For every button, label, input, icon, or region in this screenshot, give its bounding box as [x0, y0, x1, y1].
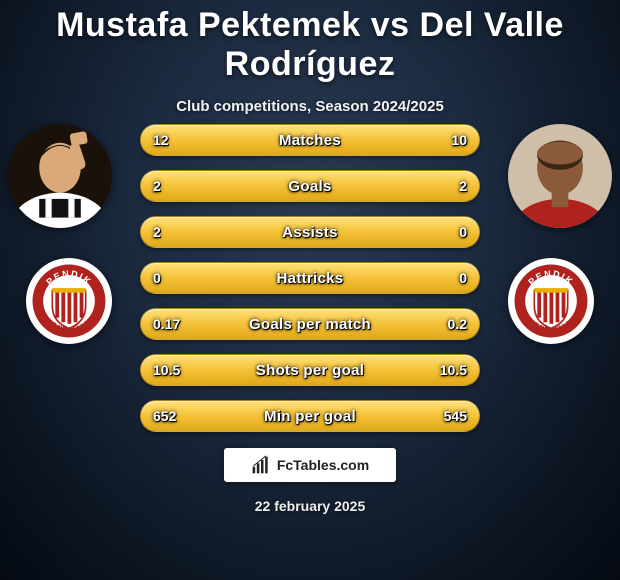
stat-p1-value: 0: [153, 270, 161, 286]
stat-p2-value: 0.2: [448, 316, 467, 332]
subtitle: Club competitions, Season 2024/2025: [0, 98, 620, 115]
player1-name: Mustafa Pektemek: [56, 6, 361, 44]
club-badge-icon: PENDIK SPOR KULÜBÜ: [513, 263, 589, 339]
player1-avatar: [8, 124, 112, 228]
stat-label: Assists: [282, 224, 337, 241]
stat-label: Min per goal: [264, 408, 356, 425]
stat-p2-value: 0: [459, 270, 467, 286]
stat-label: Shots per goal: [256, 362, 364, 379]
stat-label: Goals: [288, 178, 331, 195]
stat-p1-value: 12: [153, 132, 169, 148]
stat-p2-value: 0: [459, 224, 467, 240]
stat-row-assists: 2 Assists 0: [140, 216, 480, 248]
stat-p2-value: 10.5: [440, 362, 467, 378]
player2-avatar: [508, 124, 612, 228]
stat-p2-value: 545: [444, 408, 467, 424]
stat-p1-value: 10.5: [153, 362, 180, 378]
club-badge-icon: PENDIK SPOR KULÜBÜ: [31, 263, 107, 339]
brand-text: FcTables.com: [277, 457, 369, 473]
brand-box: FcTables.com: [224, 448, 396, 482]
vs-separator: vs: [371, 6, 410, 44]
player2-avatar-icon: [508, 124, 612, 228]
player2-club-badge: PENDIK SPOR KULÜBÜ: [508, 258, 594, 344]
stat-label: Matches: [279, 132, 341, 149]
player1-avatar-icon: [8, 124, 112, 228]
stat-row-goals: 2 Goals 2: [140, 170, 480, 202]
stat-label: Hattricks: [277, 270, 344, 287]
page-title: Mustafa Pektemek vs Del Valle Rodríguez: [0, 0, 620, 84]
brand-logo-icon: [251, 455, 271, 475]
stat-p1-value: 652: [153, 408, 176, 424]
stat-p2-value: 2: [459, 178, 467, 194]
stat-p1-value: 2: [153, 178, 161, 194]
content-root: Mustafa Pektemek vs Del Valle Rodríguez …: [0, 0, 620, 580]
stat-p1-value: 0.17: [153, 316, 180, 332]
player1-club-badge: PENDIK SPOR KULÜBÜ: [26, 258, 112, 344]
stat-label: Goals per match: [249, 316, 371, 333]
stat-row-min-per-goal: 652 Min per goal 545: [140, 400, 480, 432]
stat-p1-value: 2: [153, 224, 161, 240]
stat-row-matches: 12 Matches 10: [140, 124, 480, 156]
stat-bars: 12 Matches 10 2 Goals 2 2 Assists 0 0 Ha…: [140, 124, 480, 432]
stat-row-hattricks: 0 Hattricks 0: [140, 262, 480, 294]
date-text: 22 february 2025: [0, 498, 620, 514]
stat-p2-value: 10: [451, 132, 467, 148]
stat-row-goals-per-match: 0.17 Goals per match 0.2: [140, 308, 480, 340]
stat-row-shots-per-goal: 10.5 Shots per goal 10.5: [140, 354, 480, 386]
